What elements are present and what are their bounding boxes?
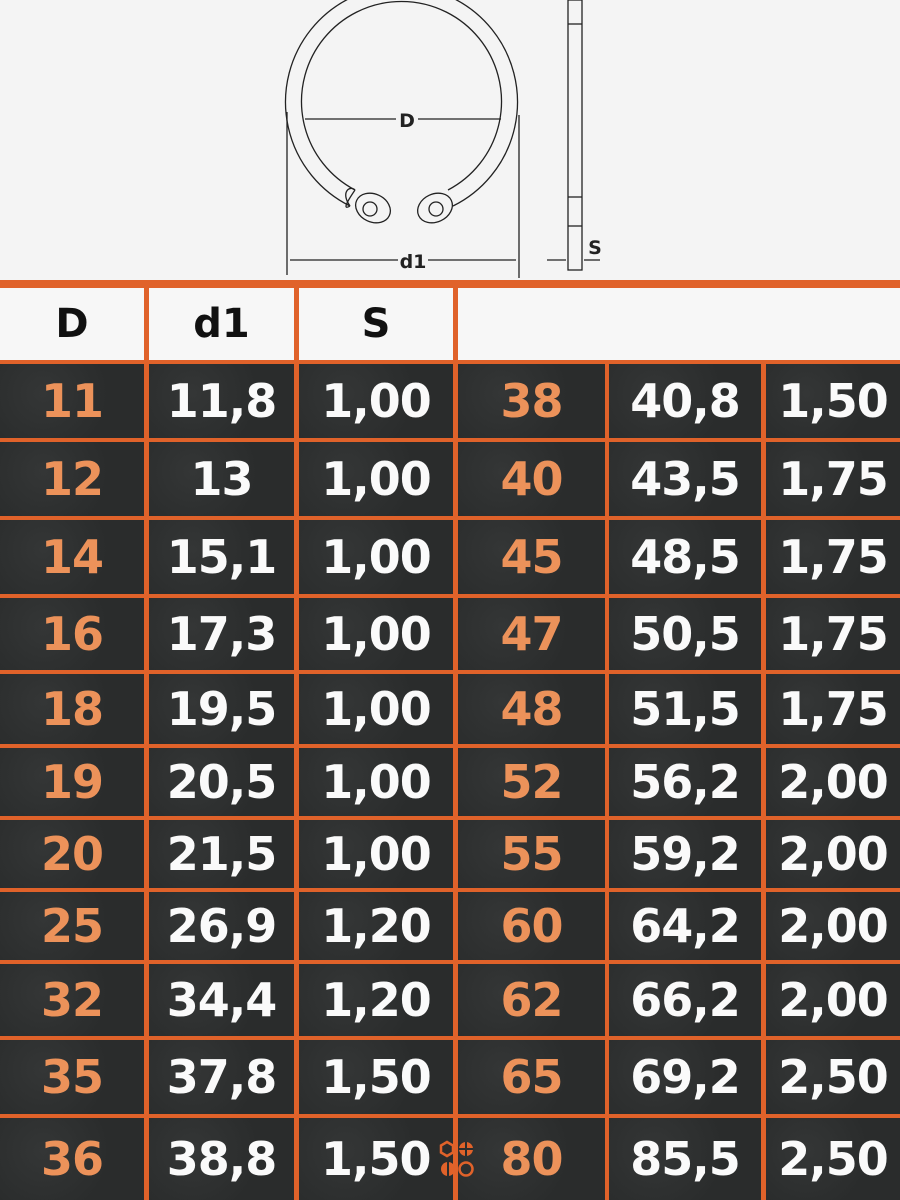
cell-D: 11 [0, 364, 144, 438]
cell-D: 62 [458, 964, 605, 1036]
header-D: D [0, 288, 144, 360]
cell-d1: 21,5 [149, 820, 294, 888]
label-S: S [588, 237, 602, 259]
cell-d1: 85,5 [609, 1118, 761, 1200]
cell-S: 1,75 [766, 520, 900, 594]
cell-S: 1,50 [766, 364, 900, 438]
spec-table: D d1 S 11 11,8 1,00 38 40,8 1,50 12 13 1,00 40 43,… [0, 280, 900, 1200]
ring-diagram: D d1 S [0, 0, 900, 280]
cell-D: 48 [458, 674, 605, 744]
cell-S: 1,50 [299, 1040, 453, 1114]
cell-D: 14 [0, 520, 144, 594]
cell-D: 35 [0, 1040, 144, 1114]
cell-d1: 20,5 [149, 748, 294, 816]
cell-D: 55 [458, 820, 605, 888]
cell-S: 1,75 [766, 598, 900, 670]
cell-D: 60 [458, 892, 605, 960]
cell-D: 16 [0, 598, 144, 670]
cell-D: 18 [0, 674, 144, 744]
cell-d1: 50,5 [609, 598, 761, 670]
cell-D: 25 [0, 892, 144, 960]
cell-S: 2,00 [766, 892, 900, 960]
header-blank [458, 288, 900, 360]
cell-d1: 34,4 [149, 964, 294, 1036]
cell-D: 40 [458, 442, 605, 516]
cell-d1: 19,5 [149, 674, 294, 744]
cell-D: 80 [458, 1118, 605, 1200]
header-S: S [299, 288, 453, 360]
cell-S: 1,50 [299, 1118, 453, 1200]
cell-D: 65 [458, 1040, 605, 1114]
cell-d1: 15,1 [149, 520, 294, 594]
cell-S: 1,00 [299, 748, 453, 816]
cell-D: 36 [0, 1118, 144, 1200]
cell-d1: 11,8 [149, 364, 294, 438]
header-d1: d1 [149, 288, 294, 360]
cell-d1: 56,2 [609, 748, 761, 816]
cell-S: 1,00 [299, 598, 453, 670]
cell-S: 1,20 [299, 964, 453, 1036]
cell-S: 1,00 [299, 442, 453, 516]
cell-S: 1,75 [766, 674, 900, 744]
cell-d1: 69,2 [609, 1040, 761, 1114]
cell-S: 2,00 [766, 820, 900, 888]
cell-D: 38 [458, 364, 605, 438]
cell-D: 20 [0, 820, 144, 888]
cell-S: 2,00 [766, 964, 900, 1036]
cell-d1: 26,9 [149, 892, 294, 960]
cell-S: 1,20 [299, 892, 453, 960]
cell-S: 1,00 [299, 520, 453, 594]
cell-d1: 37,8 [149, 1040, 294, 1114]
cell-d1: 40,8 [609, 364, 761, 438]
label-D: D [399, 110, 415, 132]
cell-S: 1,00 [299, 674, 453, 744]
cell-S: 1,00 [299, 820, 453, 888]
cell-d1: 64,2 [609, 892, 761, 960]
cell-d1: 13 [149, 442, 294, 516]
cell-S: 2,50 [766, 1118, 900, 1200]
cell-d1: 43,5 [609, 442, 761, 516]
cell-d1: 38,8 [149, 1118, 294, 1200]
screw-heads-icon [439, 1140, 474, 1177]
cell-S: 2,50 [766, 1040, 900, 1114]
cell-d1: 48,5 [609, 520, 761, 594]
cell-D: 12 [0, 442, 144, 516]
cell-S: 2,00 [766, 748, 900, 816]
cell-d1: 17,3 [149, 598, 294, 670]
cell-S: 1,00 [299, 364, 453, 438]
cell-D: 52 [458, 748, 605, 816]
cell-D: 19 [0, 748, 144, 816]
cell-D: 32 [0, 964, 144, 1036]
cell-d1: 59,2 [609, 820, 761, 888]
cell-d1: 51,5 [609, 674, 761, 744]
label-d1: d1 [400, 251, 427, 273]
circlip-drawing: D d1 S [284, 0, 602, 278]
cell-d1: 66,2 [609, 964, 761, 1036]
cell-D: 45 [458, 520, 605, 594]
cell-D: 47 [458, 598, 605, 670]
cell-S: 1,75 [766, 442, 900, 516]
